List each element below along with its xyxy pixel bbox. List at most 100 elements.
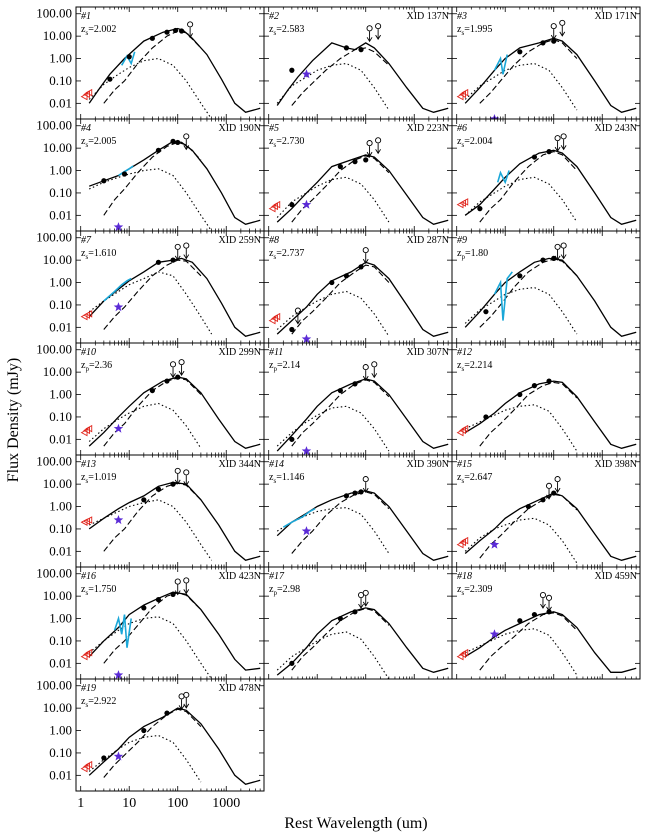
upper-limit-circle bbox=[545, 482, 553, 489]
sed-panel-3: #3 zs=1.995 XID 171N bbox=[451, 6, 641, 120]
upper-limit-circle bbox=[545, 594, 553, 601]
xray-star-marker bbox=[489, 539, 500, 549]
red-limit-marker bbox=[85, 516, 93, 524]
panel-number: #9 bbox=[457, 235, 467, 246]
photometry-point bbox=[164, 29, 170, 35]
photometry-point bbox=[531, 154, 538, 160]
upper-limit-arrow bbox=[183, 481, 190, 487]
red-limit-marker bbox=[85, 424, 93, 433]
panel-number: #16 bbox=[81, 571, 96, 582]
panel-redshift: zs=1.610 bbox=[81, 248, 116, 261]
red-limit-marker bbox=[80, 428, 88, 437]
stellar-component-line bbox=[464, 517, 578, 564]
panel-redshift: zp=2.98 bbox=[269, 584, 300, 597]
upper-limit-circle bbox=[183, 691, 190, 698]
photometry-point bbox=[175, 139, 181, 146]
photometry-point bbox=[178, 28, 185, 34]
photometry-point bbox=[531, 611, 538, 618]
y-tick-label: 0.01 bbox=[49, 767, 72, 782]
xray-star-marker bbox=[113, 423, 124, 433]
total-sed-line bbox=[464, 149, 637, 226]
photometry-point bbox=[546, 378, 552, 384]
plot-area bbox=[464, 242, 637, 338]
panel-xid: XID 459N bbox=[595, 571, 638, 582]
photometry-point bbox=[517, 391, 523, 398]
y-tick-label: 1.00 bbox=[49, 723, 72, 738]
panel-redshift: zs=2.004 bbox=[457, 136, 492, 149]
y-tick-label: 1.00 bbox=[49, 163, 72, 178]
plot-area bbox=[80, 242, 261, 338]
red-limit-marker bbox=[85, 760, 93, 769]
photometry-point bbox=[170, 138, 176, 144]
photometry-point bbox=[540, 40, 546, 46]
total-sed-line bbox=[464, 37, 637, 114]
panel-xid: XID 137N bbox=[407, 11, 450, 22]
y-tick-label: 0.01 bbox=[49, 655, 72, 670]
upper-limit-arrow bbox=[366, 37, 373, 43]
total-sed-line bbox=[88, 140, 261, 226]
photometry-point bbox=[517, 618, 523, 624]
photometry-point bbox=[358, 47, 364, 53]
photometry-point bbox=[337, 163, 343, 170]
panel-redshift: zs=2.005 bbox=[81, 136, 116, 149]
photometry-point bbox=[483, 414, 489, 420]
photometry-point bbox=[551, 38, 557, 44]
total-sed-line bbox=[88, 707, 261, 786]
upper-limit-circle bbox=[375, 23, 382, 30]
y-tick-label: 100.00 bbox=[36, 566, 72, 581]
xray-star-marker bbox=[113, 751, 124, 761]
photometry-point bbox=[141, 605, 147, 611]
panel-number: #6 bbox=[457, 123, 467, 134]
irs-spectrum-line bbox=[118, 165, 134, 177]
photometry-point bbox=[289, 660, 295, 666]
panel-xid: XID 390N bbox=[407, 459, 450, 470]
photometry-point bbox=[101, 178, 107, 184]
photometry-point bbox=[170, 481, 176, 487]
upper-limit-circle bbox=[550, 23, 557, 30]
xray-star-marker bbox=[301, 69, 312, 79]
plot-area bbox=[276, 476, 449, 562]
photometry-point bbox=[531, 383, 538, 389]
panel-number: #12 bbox=[457, 347, 472, 358]
upper-limit-circle bbox=[554, 476, 561, 483]
panel-redshift: zp=2.36 bbox=[81, 360, 112, 373]
upper-limit-circle bbox=[174, 243, 181, 250]
plot-area bbox=[456, 19, 637, 119]
y-tick-label: 1.00 bbox=[49, 275, 72, 290]
y-tick-label: 0.10 bbox=[49, 745, 72, 760]
photometry-point bbox=[517, 273, 523, 279]
stellar-component-line bbox=[88, 57, 213, 119]
upper-limit-circle bbox=[560, 242, 567, 249]
y-tick-label: 0.01 bbox=[49, 95, 72, 110]
y-tick-label: 10.00 bbox=[43, 700, 72, 715]
total-sed-line bbox=[88, 376, 261, 450]
total-sed-line bbox=[464, 611, 637, 673]
panel-number: #1 bbox=[81, 11, 91, 22]
y-tick-label: 100.00 bbox=[36, 230, 72, 245]
plot-area bbox=[80, 359, 261, 450]
stellar-component-line bbox=[276, 507, 390, 554]
upper-limit-circle bbox=[371, 361, 378, 368]
xray-star-marker bbox=[301, 526, 312, 536]
total-sed-line bbox=[464, 380, 637, 449]
irs-spectrum-line bbox=[282, 507, 316, 528]
photometry-point bbox=[358, 264, 364, 270]
photometry-point bbox=[121, 171, 128, 177]
stellar-component-line bbox=[276, 290, 390, 337]
red-limit-marker bbox=[461, 88, 469, 97]
panel-redshift: zs=2.647 bbox=[457, 472, 492, 485]
stellar-component-line bbox=[276, 176, 390, 223]
sed-panel-17: #17 zp=2.98 bbox=[263, 566, 453, 680]
y-tick-label: 0.01 bbox=[49, 319, 72, 334]
plot-area bbox=[456, 378, 637, 452]
photometry-point bbox=[337, 387, 343, 394]
upper-limit-arrow bbox=[371, 373, 378, 379]
plot-area bbox=[276, 361, 449, 455]
red-limit-marker bbox=[456, 92, 464, 101]
photometry-point bbox=[352, 609, 358, 615]
photometry-point bbox=[329, 279, 335, 286]
upper-limit-arrow bbox=[183, 589, 190, 595]
sed-panel-19: #19 zs=2.922 XID 478N 100.00 10.00 1.00 0.10 0.… bbox=[36, 678, 265, 811]
panel-redshift: zs=2.730 bbox=[269, 136, 304, 149]
y-tick-label: 100.00 bbox=[36, 118, 72, 133]
